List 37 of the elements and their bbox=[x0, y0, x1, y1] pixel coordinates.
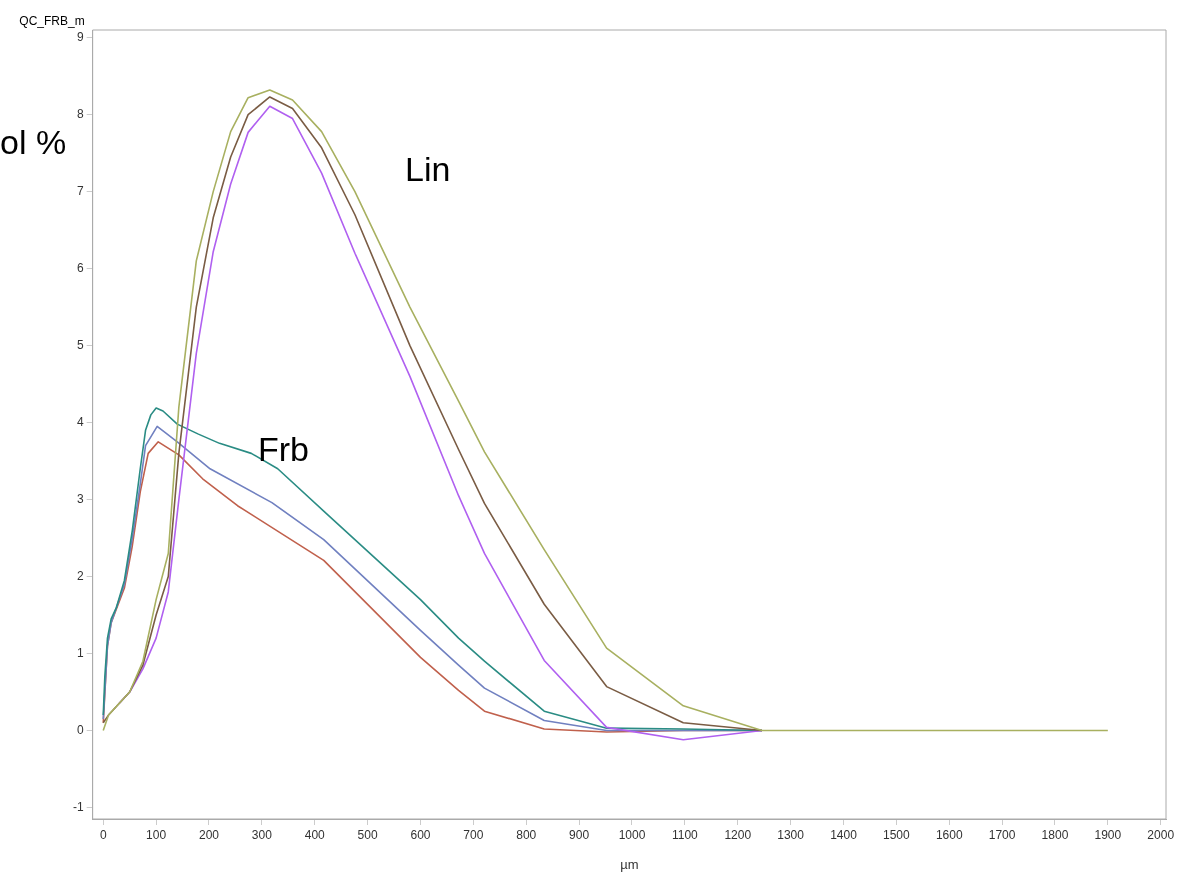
x-tick-label: 1100 bbox=[671, 827, 699, 842]
x-tick-label: 500 bbox=[357, 827, 378, 842]
x-tick-label: 0 bbox=[99, 827, 107, 842]
x-tick-label: 1200 bbox=[724, 827, 752, 842]
x-tick-label: 1000 bbox=[618, 827, 646, 842]
x-tick-label: 600 bbox=[410, 827, 431, 842]
x-tick-label: 1500 bbox=[882, 827, 911, 842]
x-tick-label: 800 bbox=[516, 827, 537, 842]
y-tick-label: 1 bbox=[76, 645, 84, 660]
x-axis-title: µm bbox=[620, 856, 639, 872]
y-tick-label: 2 bbox=[76, 568, 84, 583]
y-tick-label: 8 bbox=[76, 106, 84, 121]
y-tick-label: 3 bbox=[76, 491, 84, 506]
x-tick-label: 700 bbox=[463, 827, 484, 842]
annotation: Frb bbox=[258, 430, 309, 469]
x-tick-label: 200 bbox=[198, 827, 220, 842]
y-tick-label: 9 bbox=[76, 30, 84, 45]
x-tick-label: 1300 bbox=[777, 827, 805, 842]
y-tick-label: 6 bbox=[76, 260, 84, 275]
x-tick-label: 300 bbox=[251, 827, 273, 842]
text: ol % bbox=[0, 123, 67, 162]
y-tick-label: 0 bbox=[76, 722, 84, 737]
y-tick-label: 5 bbox=[76, 337, 84, 352]
y-tick-label: 7 bbox=[76, 183, 84, 198]
annotation: Lin bbox=[405, 150, 451, 189]
x-tick-label: 1800 bbox=[1041, 827, 1069, 842]
y-axis-title: QC_FRB_m bbox=[19, 14, 85, 29]
x-tick-label: 1700 bbox=[988, 827, 1016, 842]
x-tick-label: 1900 bbox=[1094, 827, 1122, 842]
x-tick-label: 1400 bbox=[830, 827, 858, 842]
x-tick-label: 1600 bbox=[935, 827, 963, 842]
y-tick-label: 4 bbox=[76, 414, 84, 429]
x-tick-label: 2000 bbox=[1147, 827, 1175, 842]
y-tick-label: -1 bbox=[73, 799, 84, 814]
x-tick-label: 100 bbox=[146, 827, 167, 842]
x-tick-label: 400 bbox=[304, 827, 326, 842]
x-tick-label: 900 bbox=[569, 827, 590, 842]
